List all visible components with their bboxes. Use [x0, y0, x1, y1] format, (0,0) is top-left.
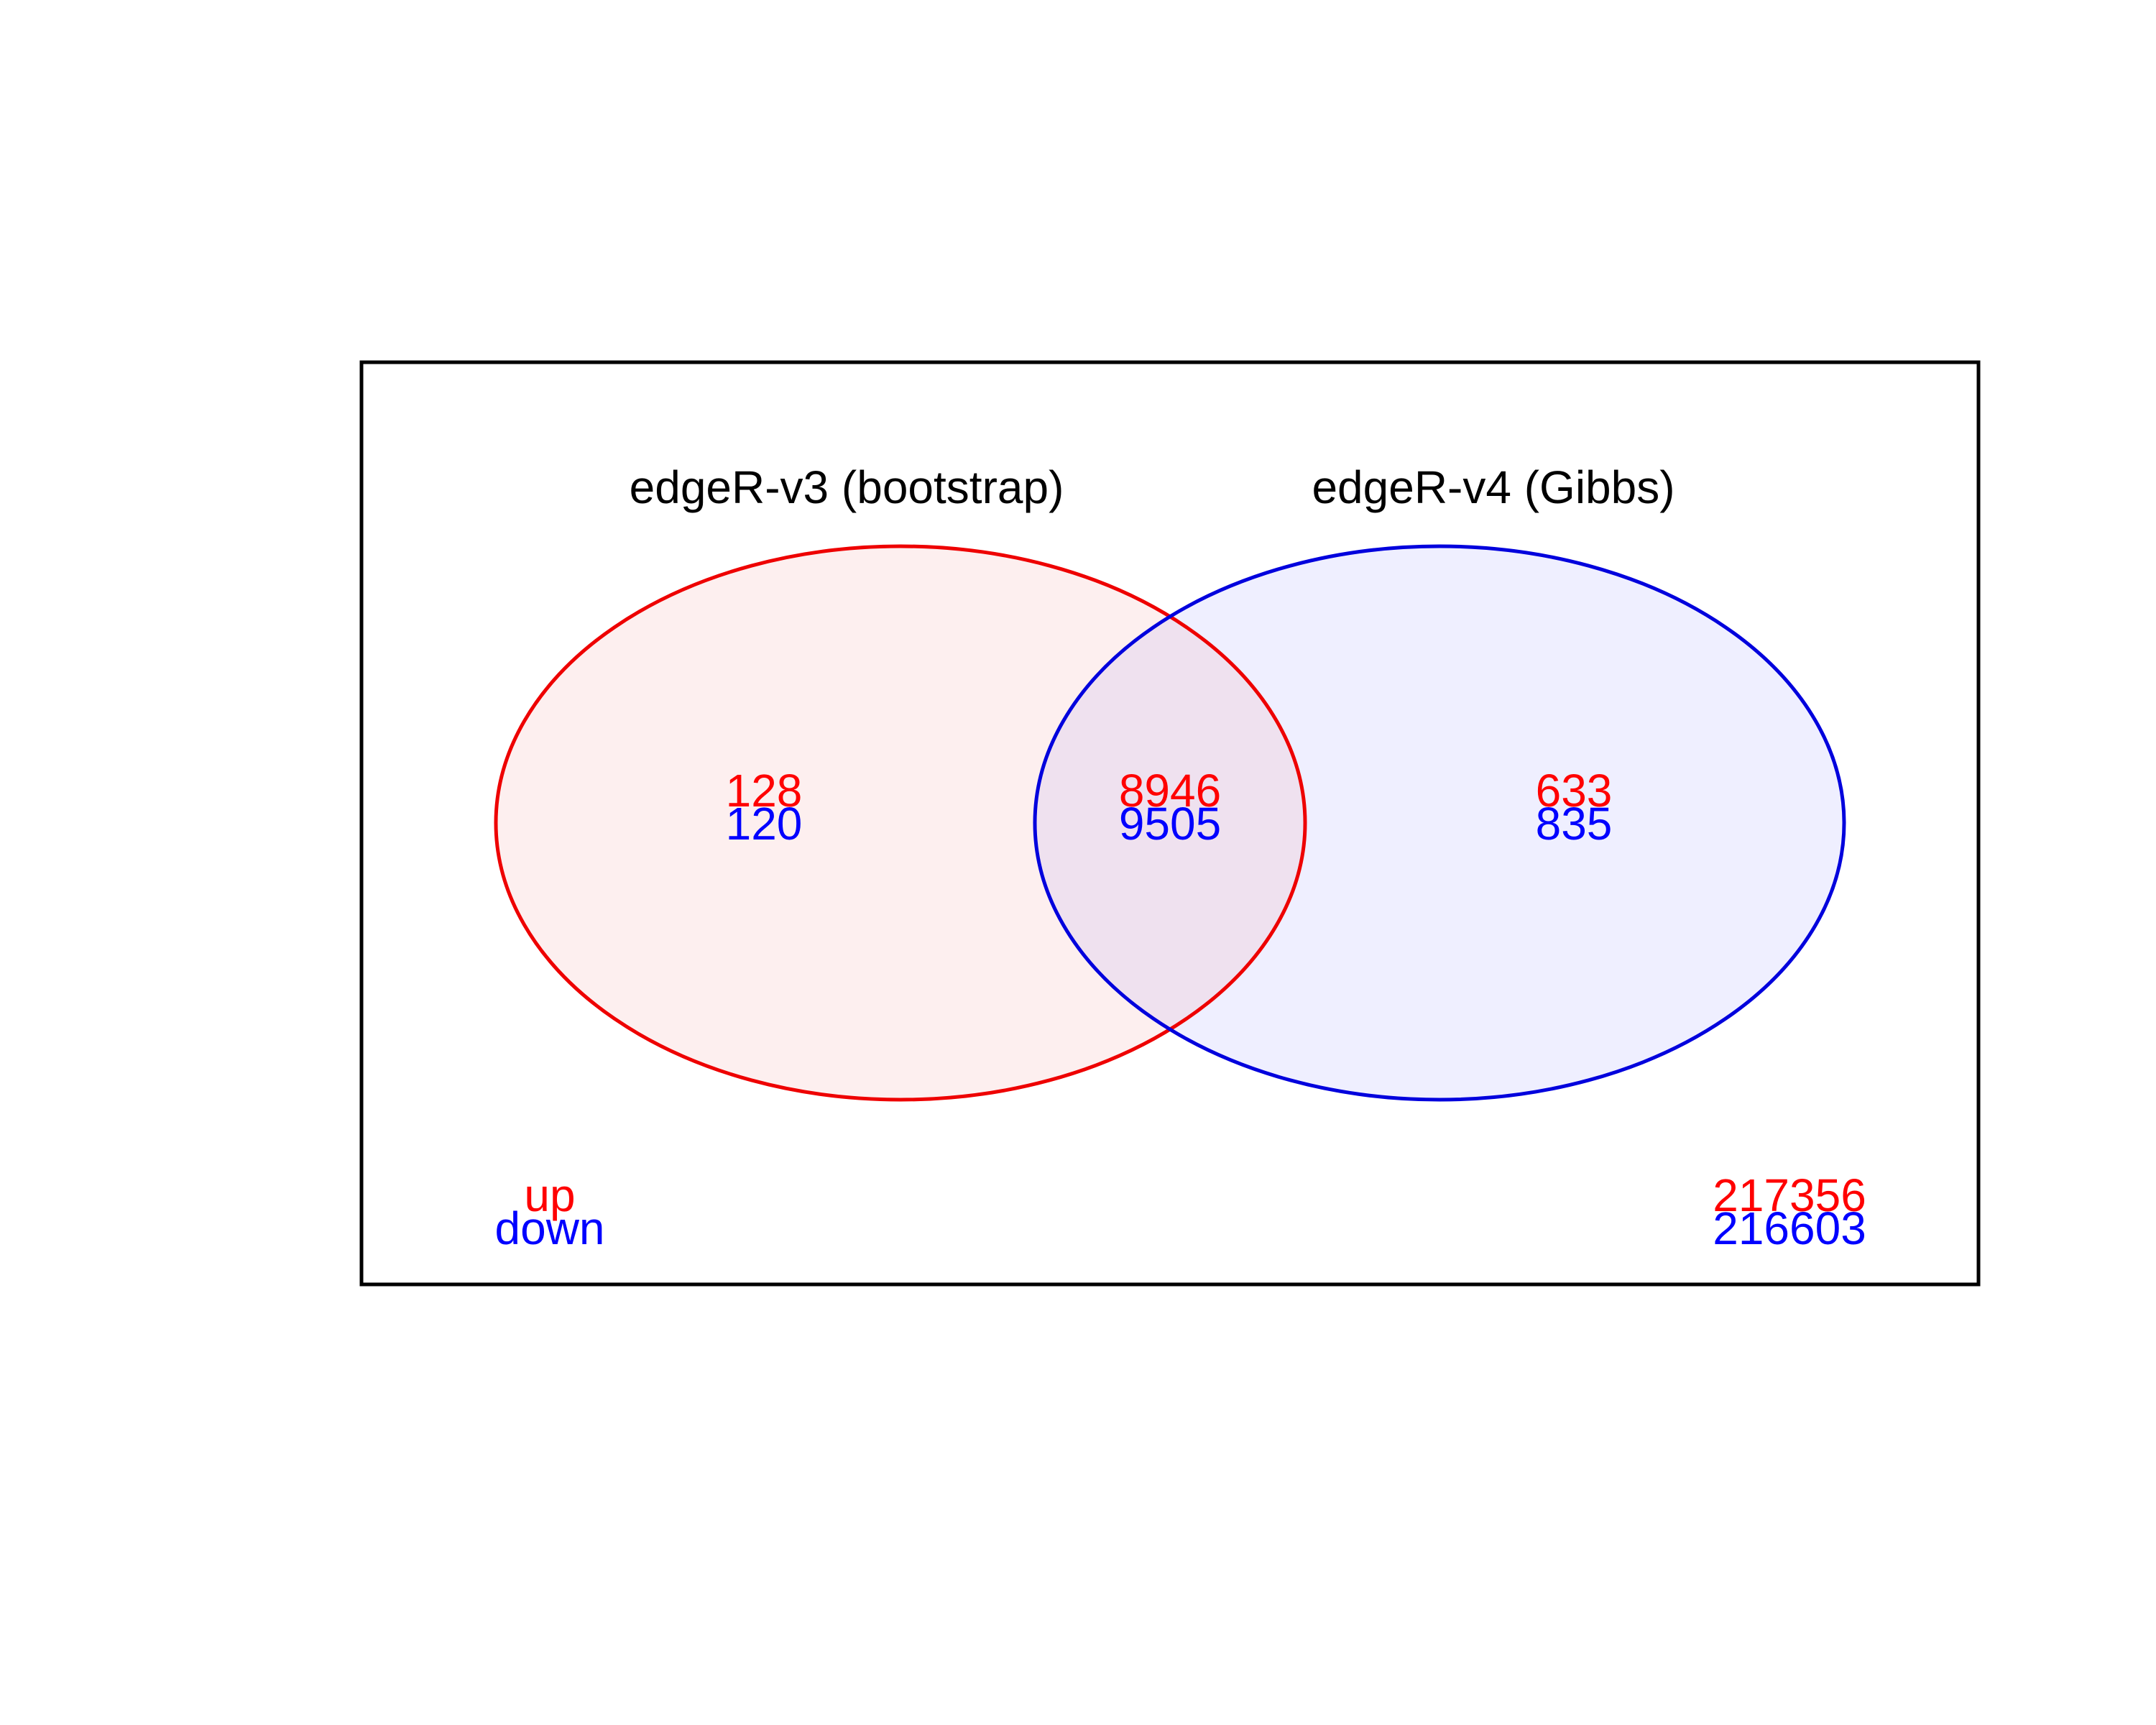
b-only-up-count: 633 — [1536, 765, 1613, 816]
a-only-up-count: 128 — [726, 765, 803, 816]
legend-down: down — [495, 1202, 605, 1254]
both-up-count: 8946 — [1119, 765, 1221, 816]
set-b-outline — [1033, 544, 1846, 1102]
overlap-fill — [1035, 546, 1305, 1100]
set-a-outline — [494, 544, 1307, 1102]
neither-down-count: 216603 — [1713, 1202, 1866, 1254]
set-a-title: edgeR-v3 (bootstrap) — [630, 461, 1064, 513]
b-only-down-count: 835 — [1536, 798, 1613, 850]
set-b-title: edgeR-v4 (Gibbs) — [1312, 461, 1674, 513]
venn-frame — [359, 360, 1981, 1287]
both-down-count: 9505 — [1119, 798, 1221, 850]
neither-up-count: 217356 — [1713, 1169, 1866, 1221]
a-only-down-count: 120 — [726, 798, 803, 850]
legend-up: up — [524, 1169, 575, 1221]
